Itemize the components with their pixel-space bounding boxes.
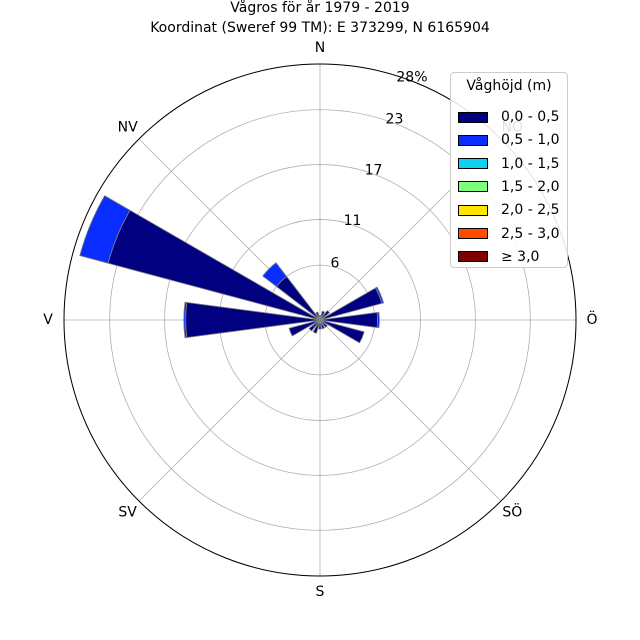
spoke-line [138,319,321,502]
sector-bar-270-bin-0 [185,302,321,338]
sector-bar-135-bin-0 [319,319,328,328]
radial-tick-label-4: 28% [396,69,427,85]
sector-bar-45-bin-0 [319,310,330,321]
legend-label: 2,0 - 2,5 [501,202,560,219]
radial-tick-label-3: 23 [386,112,404,128]
sector-bar-315-bin-1 [262,262,288,288]
direction-label-3: SÖ [502,502,522,520]
direction-label-2: Ö [586,310,597,328]
sector-bar-22.5-bin-0 [319,310,326,321]
sector-bar-180-bin-0 [318,319,322,330]
sector-bar-202.5-bin-0 [312,319,321,334]
legend-item: ≥ 3,0 [458,247,539,267]
legend-item: 1,0 - 1,5 [458,154,559,174]
legend-swatch [458,251,488,263]
direction-label-7: NV [118,120,138,136]
legend-item: 0,0 - 0,5 [458,107,559,127]
radial-tick-label-0: 6 [331,255,340,271]
sector-bar-90-bin-1 [376,311,380,329]
direction-label-4: S [316,584,325,600]
radial-tick-label-1: 11 [344,213,362,229]
legend-item: 2,5 - 3,0 [458,224,559,244]
sector-bar-292.5-bin-0 [107,209,321,321]
spoke-line [319,319,502,502]
legend-label: 0,0 - 0,5 [501,109,560,125]
legend-title: Våghöjd (m) [466,78,552,94]
sector-bar-270-bin-1 [183,301,188,339]
sector-bar-112.5-bin-0 [319,319,365,344]
chart-title: Vågros för år 1979 - 2019 [230,0,410,16]
legend-swatch [458,204,488,216]
legend-label: 1,5 - 2,0 [501,178,560,195]
legend-label: 1,0 - 1,5 [501,155,560,172]
outer-ring [63,63,577,577]
legend: Våghöjd (m) 0,0 - 0,5 0,5 - 1,0 1,0 - 1,5 1… [450,72,568,268]
direction-label-5: SV [118,504,137,520]
sector-bar-337.5-bin-0 [315,311,321,321]
grid [63,63,577,577]
legend-item: 2,0 - 2,5 [458,200,559,220]
direction-label-0: N [315,40,325,56]
sector-bar-157.5-bin-0 [319,319,326,330]
legend-swatch [458,111,488,123]
legend-swatch [458,228,488,239]
sector-bar-0-bin-0 [318,315,322,321]
legend-swatch [458,181,488,193]
legend-item: 0,5 - 1,0 [458,130,559,150]
sector-bar-247.5-bin-0 [288,319,321,337]
radial-tick-label-2: 17 [365,162,383,178]
sector-bar-225-bin-0 [308,319,321,332]
legend-item: 1,5 - 2,0 [458,177,559,197]
legend-swatch [458,158,488,170]
legend-swatch [458,134,488,146]
sector-bars [79,195,385,344]
direction-label-6: V [43,312,53,328]
chart-subtitle: Koordinat (Sweref 99 TM): E 373299, N 61… [150,20,490,36]
legend-label: 0,5 - 1,0 [501,132,560,149]
sector-bar-67.5-bin-1 [374,286,385,304]
legend-label: 2,5 - 3,0 [501,225,560,242]
sector-bar-292.5-bin-1 [79,195,131,264]
legend-label: ≥ 3,0 [501,248,540,265]
